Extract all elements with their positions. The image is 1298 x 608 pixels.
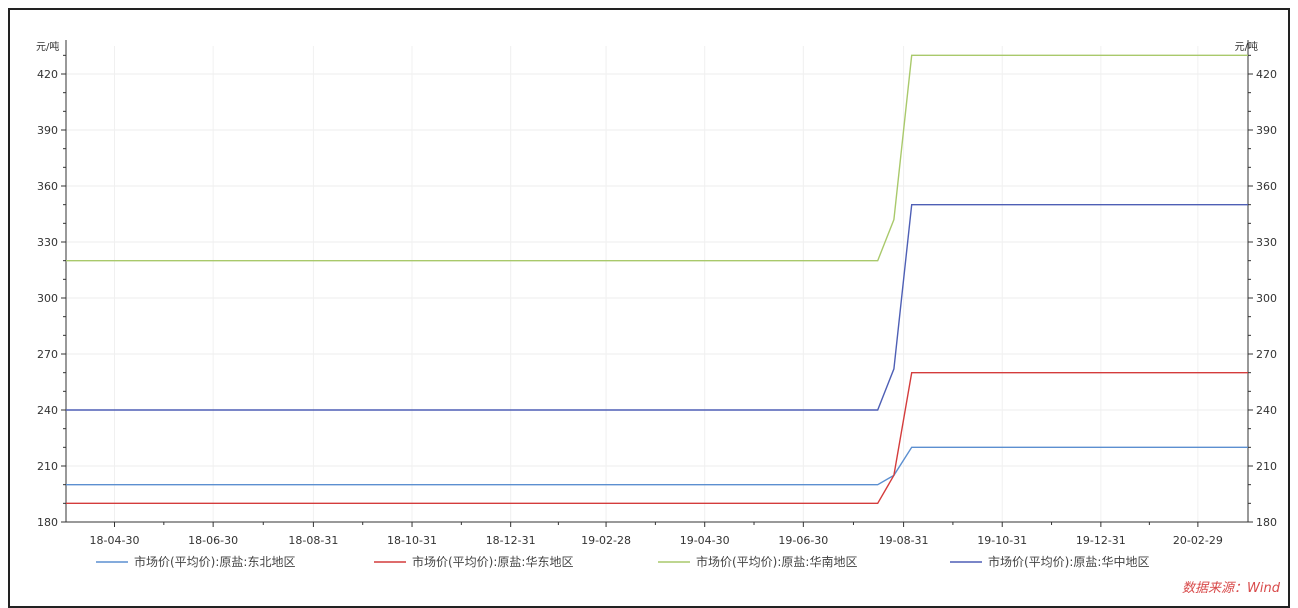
x-tick-label: 18-08-31 <box>288 534 338 547</box>
legend-label: 市场价(平均价):原盐:东北地区 <box>134 554 295 569</box>
y-tick-label-left: 420 <box>37 68 58 81</box>
y-tick-label-right: 360 <box>1256 180 1277 193</box>
x-tick-label: 18-06-30 <box>188 534 238 547</box>
y-tick-label-left: 390 <box>37 124 58 137</box>
x-tick-label: 19-02-28 <box>581 534 631 547</box>
y-unit-right: 元/吨 <box>1235 40 1258 53</box>
y-tick-label-left: 300 <box>37 292 58 305</box>
y-tick-label-right: 420 <box>1256 68 1277 81</box>
y-unit-left: 元/吨 <box>36 40 59 53</box>
x-tick-label: 19-08-31 <box>879 534 929 547</box>
x-tick-label: 19-04-30 <box>680 534 730 547</box>
x-tick-label: 19-10-31 <box>977 534 1027 547</box>
series-lines <box>66 54 1248 504</box>
legend-label: 市场价(平均价):原盐:华中地区 <box>988 554 1149 569</box>
grid <box>66 46 1248 522</box>
y-tick-label-right: 240 <box>1256 404 1277 417</box>
y-tick-label-right: 210 <box>1256 460 1277 473</box>
y-tick-label-left: 210 <box>37 460 58 473</box>
x-tick-label: 18-12-31 <box>486 534 536 547</box>
series-line-3 <box>66 54 1248 262</box>
legend-label: 市场价(平均价):原盐:华南地区 <box>696 554 857 569</box>
line-chart: 元/吨 元/吨 180 180 210 210 240 240 270 270 300 300 33… <box>36 40 1281 594</box>
y-tick-label-right: 180 <box>1256 516 1277 529</box>
x-ticks: 18-04-30 18-06-30 18-08-31 18-10-31 18-12-31… <box>90 522 1223 547</box>
series-line-2 <box>66 372 1248 504</box>
x-tick-label: 19-06-30 <box>778 534 828 547</box>
chart-frame <box>8 8 1290 608</box>
x-tick-label: 18-10-31 <box>387 534 437 547</box>
legend-label: 市场价(平均价):原盐:华东地区 <box>412 554 573 569</box>
axes <box>65 40 1249 523</box>
x-tick-label: 18-04-30 <box>90 534 140 547</box>
y-tick-label-right: 330 <box>1256 236 1277 249</box>
y-tick-label-left: 330 <box>37 236 58 249</box>
y-tick-label-right: 270 <box>1256 348 1277 361</box>
source-note: 数据来源：Wind <box>1182 581 1281 594</box>
legend: 市场价(平均价):原盐:东北地区 市场价(平均价):原盐:华东地区 市场价(平均价)… <box>96 554 1149 569</box>
y-tick-label-right: 390 <box>1256 124 1277 137</box>
y-tick-label-right: 300 <box>1256 292 1277 305</box>
y-tick-label-left: 270 <box>37 348 58 361</box>
y-tick-label-left: 240 <box>37 404 58 417</box>
x-tick-label: 20-02-29 <box>1173 534 1223 547</box>
series-line-4 <box>66 203 1248 411</box>
y-ticks: 180 180 210 210 240 240 270 270 300 300 330 330 360 3… <box>37 54 1277 529</box>
y-tick-label-left: 360 <box>37 180 58 193</box>
y-tick-label-left: 180 <box>37 516 58 529</box>
x-tick-label: 19-12-31 <box>1076 534 1126 547</box>
